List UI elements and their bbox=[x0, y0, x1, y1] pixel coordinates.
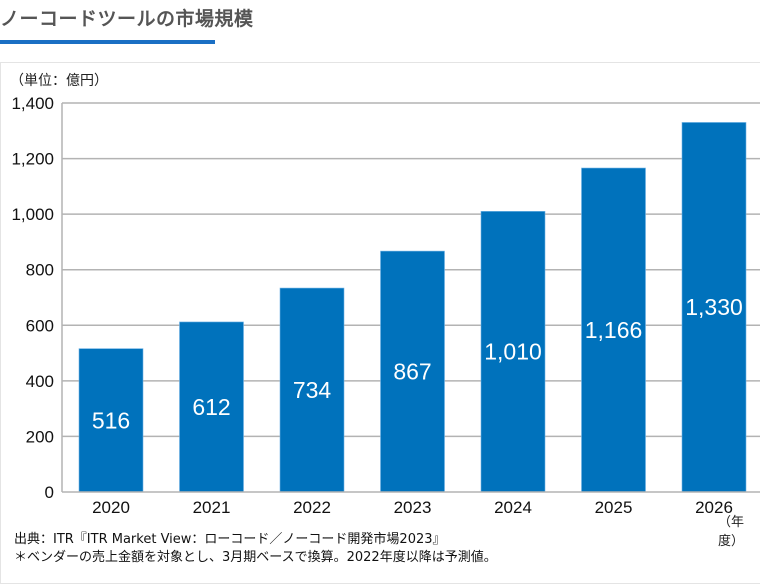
bar-2020 bbox=[78, 348, 144, 493]
source-note: 出典：ITR『ITR Market View：ローコード／ノーコード開発市場20… bbox=[14, 532, 446, 547]
bar-chart: 0 200 400 600 800 1,000 1,200 1,400 516 2020 612 20… bbox=[11, 94, 760, 517]
y-axis-unit-label: （単位：億円） bbox=[10, 73, 108, 89]
y-tick-label: 1,000 bbox=[11, 205, 54, 224]
value-label: 1,330 bbox=[685, 294, 743, 320]
value-label: 516 bbox=[92, 407, 130, 433]
value-label: 1,166 bbox=[585, 317, 643, 343]
bar-2026 bbox=[681, 122, 747, 493]
title-underline bbox=[0, 40, 215, 44]
bar-2025 bbox=[581, 167, 646, 493]
x-tick-label: 2020 bbox=[92, 498, 130, 517]
y-tick-label: 1,400 bbox=[11, 94, 54, 113]
bar-2024 bbox=[480, 211, 546, 493]
value-label: 867 bbox=[393, 359, 431, 385]
x-tick-label: 2024 bbox=[494, 498, 532, 517]
x-tick-label: 2022 bbox=[293, 498, 331, 517]
y-tick-label: 1,200 bbox=[11, 150, 54, 169]
y-tick-label: 0 bbox=[45, 483, 54, 502]
footnote: ＊ベンダーの売上金額を対象とし、3月期ベースで換算。2022年度以降は予測値。 bbox=[14, 550, 497, 565]
y-tick-label: 200 bbox=[26, 427, 54, 446]
value-label: 1,010 bbox=[484, 339, 542, 365]
bar-2021 bbox=[179, 321, 244, 493]
y-tick-label: 800 bbox=[26, 261, 54, 280]
x-tick-label: 2026 bbox=[695, 498, 733, 517]
value-label: 734 bbox=[293, 377, 332, 403]
x-tick-label: 2023 bbox=[394, 498, 432, 517]
page-title: ノーコードツールの市場規模 bbox=[0, 8, 254, 30]
y-tick-label: 400 bbox=[26, 372, 54, 391]
x-axis-unit-label: （年度） bbox=[718, 515, 745, 549]
value-label: 612 bbox=[192, 394, 230, 420]
bar-2023 bbox=[380, 250, 445, 493]
y-tick-label: 600 bbox=[26, 316, 54, 335]
x-tick-label: 2021 bbox=[193, 498, 231, 517]
x-tick-label: 2025 bbox=[595, 498, 633, 517]
